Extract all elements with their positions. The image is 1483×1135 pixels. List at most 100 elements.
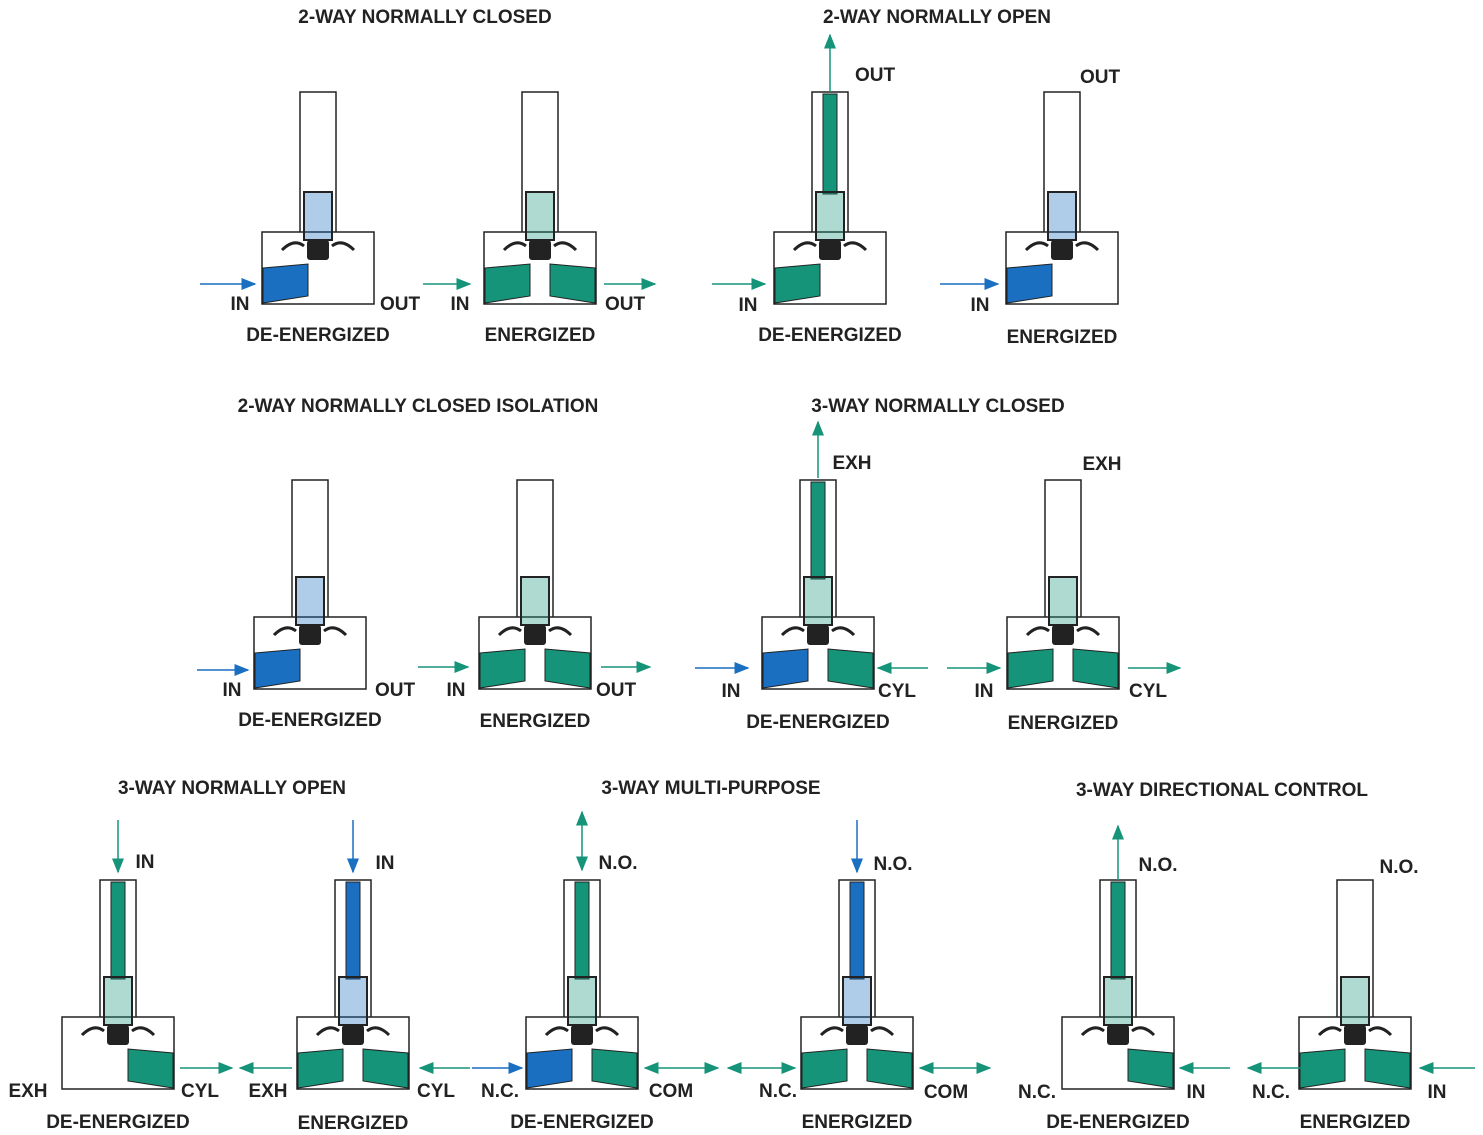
port-label: N.C. (1018, 1082, 1056, 1103)
port-label: IN (975, 681, 994, 702)
flow-left (763, 649, 808, 688)
seat (819, 240, 841, 260)
port-label: EXH (1082, 454, 1121, 475)
state-label: DE-ENERGIZED (246, 325, 390, 346)
seat (1107, 1025, 1129, 1045)
port-label: EXH (8, 1081, 47, 1102)
section-title: 3-WAY DIRECTIONAL CONTROL (1076, 780, 1368, 801)
seat (307, 240, 329, 260)
port-label: N.O. (1379, 857, 1418, 878)
port-label: OUT (596, 680, 637, 701)
seat (846, 1025, 868, 1045)
plunger (1104, 977, 1132, 1025)
port-label: OUT (375, 680, 416, 701)
port-label: IN (1428, 1082, 1447, 1103)
flow-right (592, 1049, 637, 1088)
port-label: OUT (380, 294, 421, 315)
seat (299, 625, 321, 645)
flow-left (1007, 264, 1052, 303)
section-title: 3-WAY MULTI-PURPOSE (601, 778, 820, 799)
flow-right (828, 649, 873, 688)
tube-flow (1111, 882, 1125, 979)
plunger (816, 192, 844, 240)
port-label: IN (1187, 1082, 1206, 1103)
flow-right (128, 1049, 173, 1088)
port-label: N.O. (1138, 855, 1177, 876)
state-label: ENERGIZED (1007, 327, 1118, 348)
flow-right (1365, 1049, 1410, 1088)
port-label: COM (924, 1082, 968, 1103)
tube-flow (811, 482, 825, 579)
flow-left (527, 1049, 572, 1088)
port-label: N.C. (759, 1081, 797, 1102)
plunger (1048, 192, 1076, 240)
port-label: OUT (855, 65, 896, 86)
seat (529, 240, 551, 260)
state-label: ENERGIZED (1300, 1112, 1411, 1133)
state-label: DE-ENERGIZED (746, 712, 890, 733)
plunger (804, 577, 832, 625)
port-label: IN (376, 853, 395, 874)
valve-diagram: 2-WAY NORMALLY CLOSEDINOUTDE-ENERGIZEDIN… (0, 0, 1483, 1135)
port-label: IN (451, 294, 470, 315)
port-label: EXH (248, 1081, 287, 1102)
state-label: ENERGIZED (480, 711, 591, 732)
port-label: N.C. (1252, 1082, 1290, 1103)
flow-right (867, 1049, 912, 1088)
state-label: DE-ENERGIZED (238, 710, 382, 731)
flow-left (775, 264, 820, 303)
port-label: OUT (1080, 67, 1121, 88)
state-label: ENERGIZED (485, 325, 596, 346)
port-label: IN (136, 852, 155, 873)
tube-flow (111, 882, 125, 979)
section-title: 3-WAY NORMALLY CLOSED (811, 396, 1064, 417)
flow-right (550, 264, 595, 303)
state-label: ENERGIZED (298, 1113, 409, 1134)
tube-flow (575, 882, 589, 979)
section-title: 3-WAY NORMALLY OPEN (118, 778, 346, 799)
seat (1344, 1025, 1366, 1045)
seat (107, 1025, 129, 1045)
port-label: CYL (1129, 681, 1167, 702)
plunger (526, 192, 554, 240)
plunger (568, 977, 596, 1025)
flow-left (298, 1049, 343, 1088)
plunger (104, 977, 132, 1025)
flow-right (545, 649, 590, 688)
state-label: DE-ENERGIZED (758, 325, 902, 346)
tube-flow (850, 882, 864, 979)
port-label: N.O. (873, 854, 912, 875)
state-label: ENERGIZED (1008, 713, 1119, 734)
section-title: 2-WAY NORMALLY CLOSED ISOLATION (238, 396, 599, 417)
plunger (1049, 577, 1077, 625)
seat (1051, 240, 1073, 260)
plunger (339, 977, 367, 1025)
flow-left (480, 649, 525, 688)
plunger (1341, 977, 1369, 1025)
port-label: N.O. (598, 853, 637, 874)
port-label: IN (231, 294, 250, 315)
tube-flow (823, 94, 837, 194)
port-label: COM (649, 1081, 693, 1102)
seat (807, 625, 829, 645)
seat (571, 1025, 593, 1045)
seat (524, 625, 546, 645)
state-label: ENERGIZED (802, 1112, 913, 1133)
flow-left (802, 1049, 847, 1088)
tube-flow (346, 882, 360, 979)
state-label: DE-ENERGIZED (1046, 1112, 1190, 1133)
flow-right (1128, 1049, 1173, 1088)
seat (1052, 625, 1074, 645)
port-label: IN (722, 681, 741, 702)
port-label: OUT (605, 294, 646, 315)
plunger (296, 577, 324, 625)
section-title: 2-WAY NORMALLY CLOSED (298, 7, 551, 28)
flow-left (255, 649, 300, 688)
state-label: DE-ENERGIZED (46, 1112, 190, 1133)
port-label: IN (223, 680, 242, 701)
flow-left (263, 264, 308, 303)
flow-left (1008, 649, 1053, 688)
flow-right (363, 1049, 408, 1088)
port-label: IN (739, 295, 758, 316)
plunger (304, 192, 332, 240)
